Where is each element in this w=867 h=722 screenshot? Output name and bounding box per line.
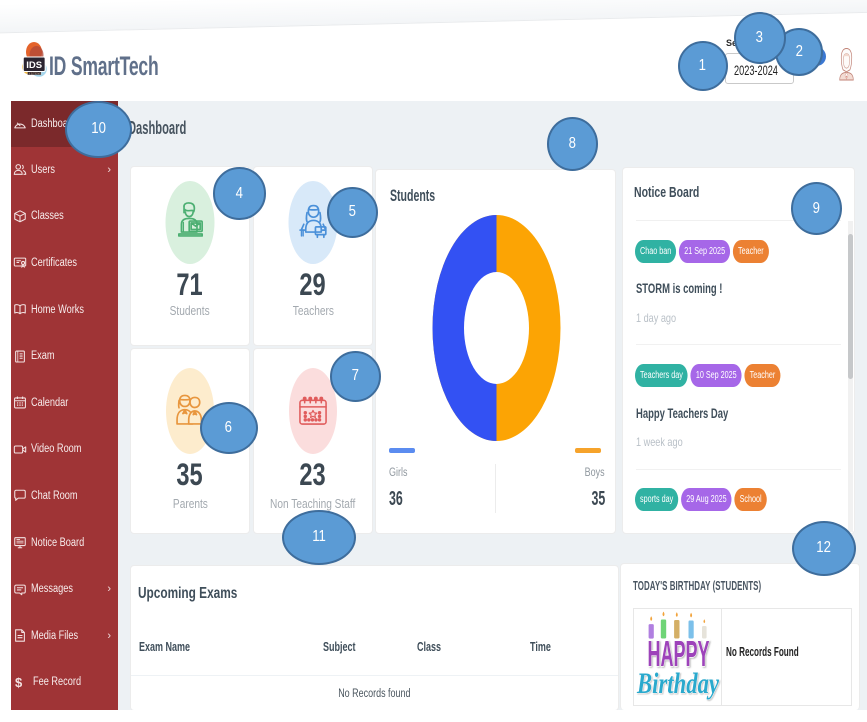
svg-text:Birthday: Birthday: [636, 667, 719, 700]
svg-text:HAPPY: HAPPY: [648, 633, 710, 674]
svg-text:IDS: IDS: [26, 60, 42, 71]
svg-text:S Y S T E M S: S Y S T E M S: [27, 72, 43, 75]
